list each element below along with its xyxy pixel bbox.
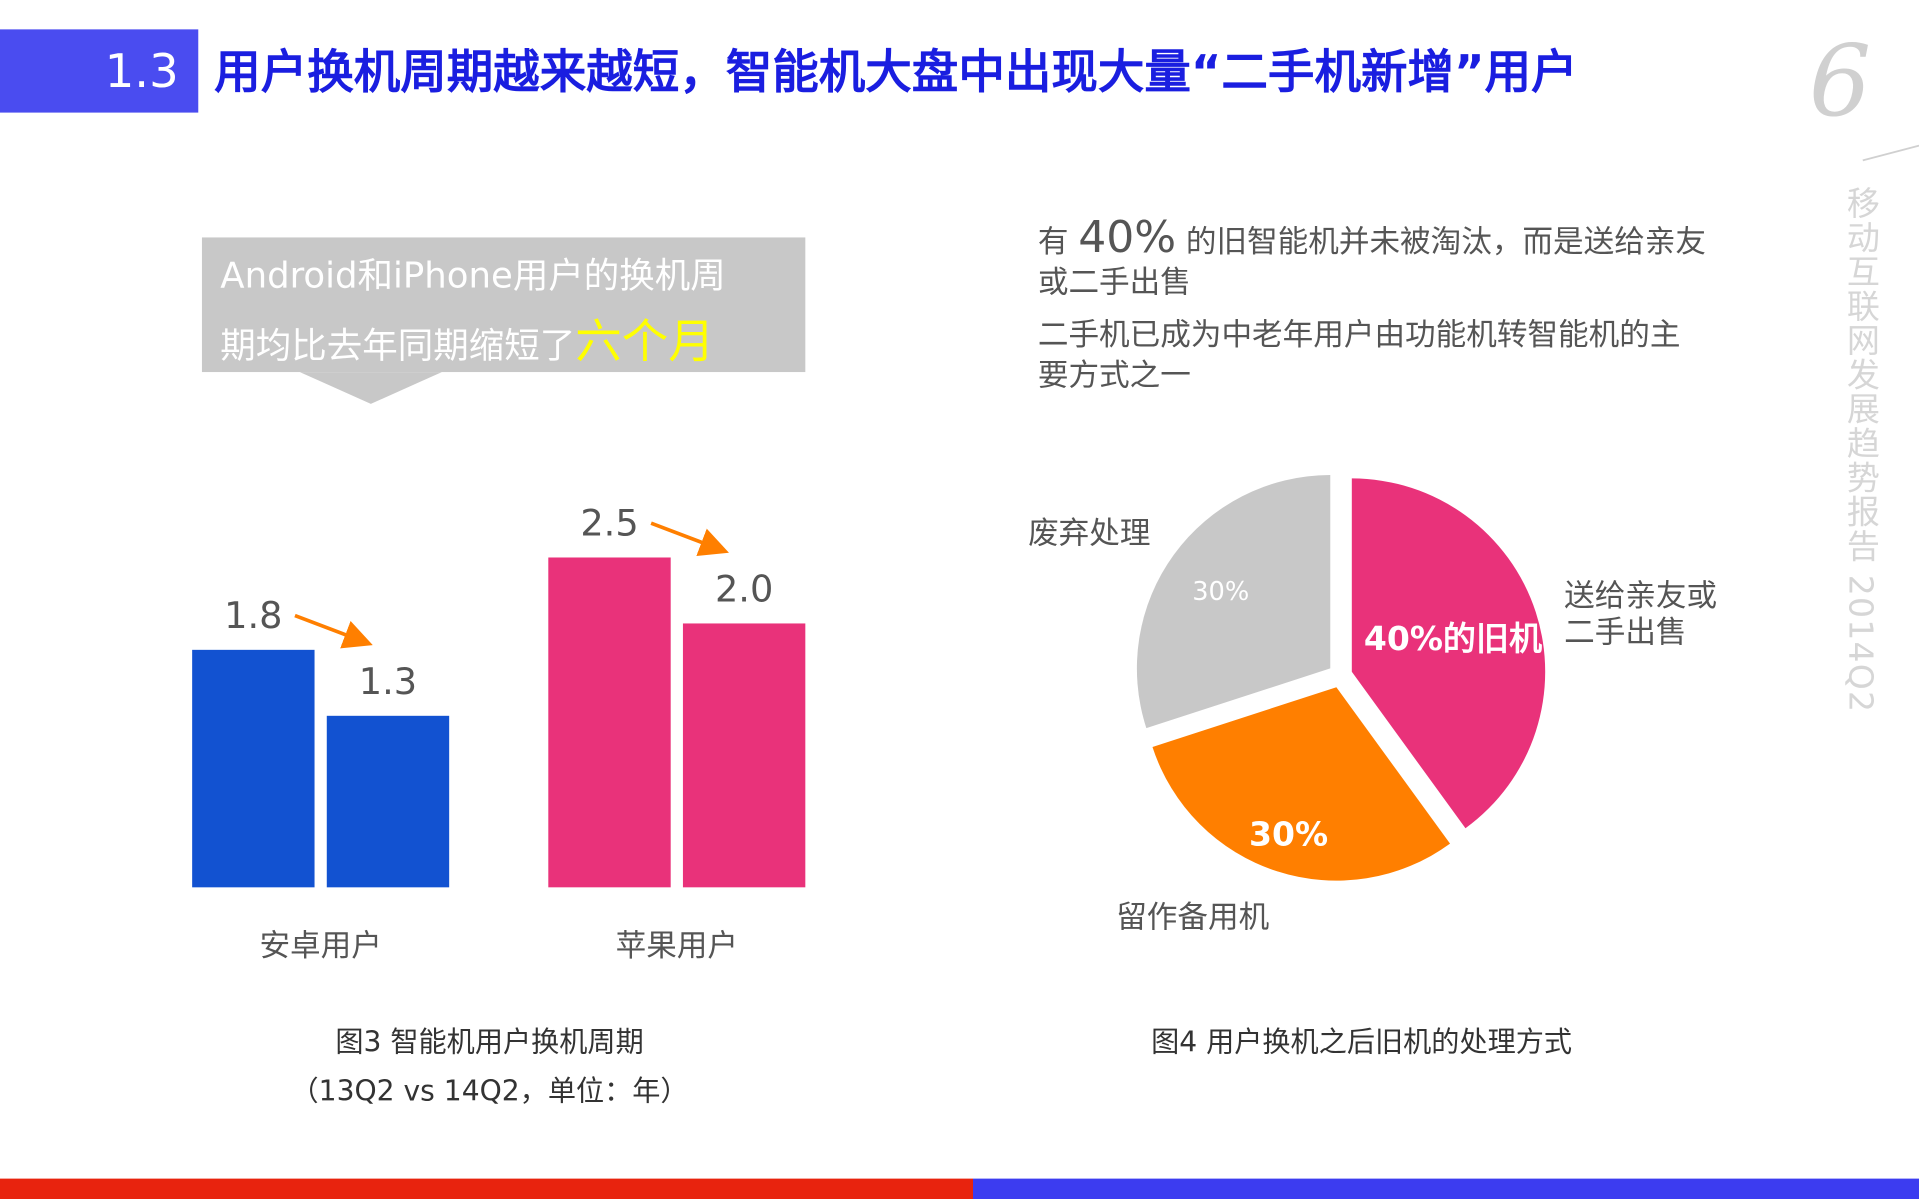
value-label: 2.5 bbox=[580, 501, 638, 544]
slice-label: 30% bbox=[1249, 814, 1328, 853]
pie-slice bbox=[1136, 475, 1331, 729]
decor-line bbox=[1862, 144, 1919, 162]
category-label: 安卓用户 bbox=[259, 927, 382, 964]
value-label: 1.8 bbox=[224, 594, 282, 637]
pie-slice bbox=[1351, 478, 1546, 829]
pie-slice bbox=[1152, 687, 1451, 881]
trend-arrow bbox=[650, 521, 729, 557]
category-label: 留作备用机 bbox=[1116, 899, 1270, 936]
category-label: 送给亲友或二手出售 bbox=[1564, 577, 1718, 650]
caption: 图4 用户换机之后旧机的处理方式 bbox=[1151, 1026, 1573, 1059]
callout-pointer bbox=[299, 372, 442, 404]
page-number: 6 bbox=[1808, 24, 1872, 139]
note: 有 40% 的旧智能机并未被淘汰，而是送给亲友或二手出售 bbox=[1037, 216, 1709, 302]
callout-text: Android和iPhone用户的换机周期均比去年同期缩短了 bbox=[220, 254, 726, 366]
bar bbox=[548, 557, 671, 888]
callout: Android和iPhone用户的换机周期均比去年同期缩短了六个月 bbox=[220, 242, 759, 378]
callout-highlight: 六个月 bbox=[575, 314, 715, 369]
trend-arrow bbox=[294, 613, 373, 649]
category-label: 废弃处理 bbox=[1028, 515, 1151, 551]
footer-bar bbox=[973, 1178, 1919, 1199]
section-number: 1.3 bbox=[104, 44, 179, 98]
caption: （13Q2 vs 14Q2，单位：年） bbox=[290, 1075, 689, 1108]
note-text: 有 bbox=[1037, 223, 1079, 260]
slice-label: 40%的旧机 bbox=[1364, 619, 1542, 658]
bar bbox=[682, 623, 806, 888]
slide-title: 用户换机周期越来越短，智能机大盘中出现大量“二手机新增”用户 bbox=[214, 45, 1578, 100]
footer-bar bbox=[0, 1178, 974, 1199]
callout-box bbox=[201, 237, 806, 373]
bar bbox=[192, 649, 315, 888]
value-label: 1.3 bbox=[359, 660, 417, 703]
note: 二手机已成为中老年用户由功能机转智能机的主要方式之一 bbox=[1037, 316, 1681, 393]
section-badge: 1.3 bbox=[0, 29, 199, 113]
bar bbox=[326, 715, 450, 888]
value-label: 2.0 bbox=[715, 567, 773, 610]
category-label: 苹果用户 bbox=[615, 927, 739, 964]
side-text: 移动互联网发展趋势报告 2014Q2 bbox=[1840, 186, 1879, 714]
note-highlight: 40% bbox=[1078, 212, 1177, 264]
caption: 图3 智能机用户换机周期 bbox=[335, 1026, 644, 1059]
slice-label: 30% bbox=[1192, 577, 1249, 607]
notes: 有 40% 的旧智能机并未被淘汰，而是送给亲友或二手出售 二手机已成为中老年用户… bbox=[1037, 216, 1709, 408]
note-text: 的旧智能机并未被淘汰，而是送给亲友或二手出售 bbox=[1037, 223, 1707, 300]
